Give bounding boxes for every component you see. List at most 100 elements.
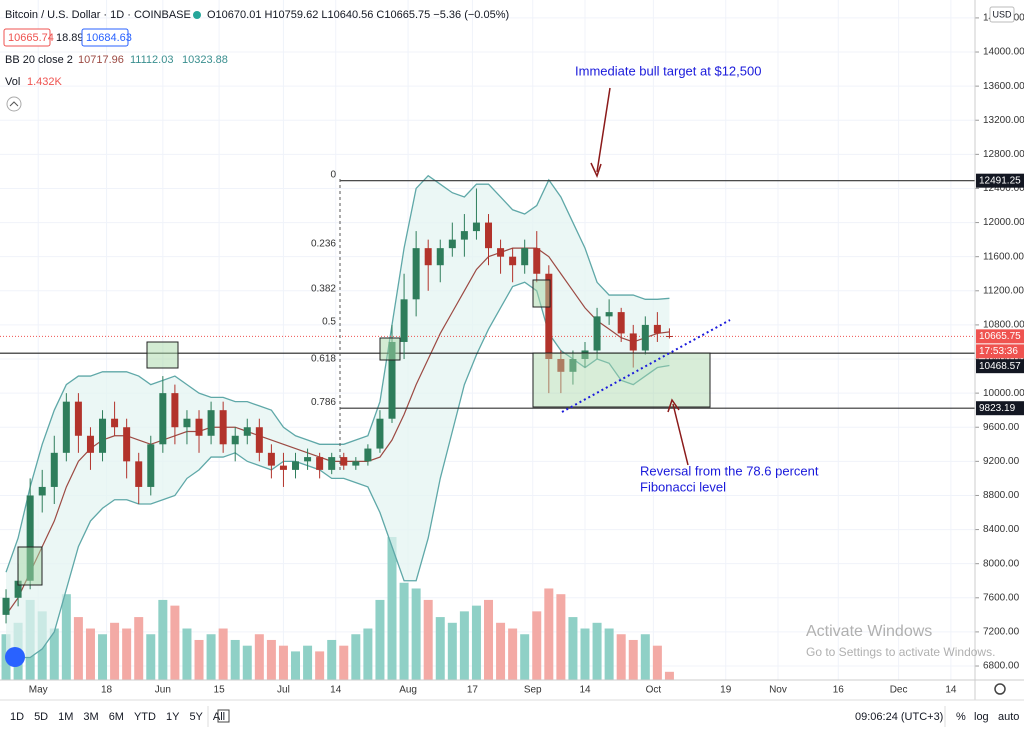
candle-body <box>472 222 480 232</box>
y-tick-label: 12000.00 <box>983 217 1024 228</box>
candle-body <box>111 418 119 428</box>
volume-bar <box>580 628 590 680</box>
candle-body <box>533 248 541 274</box>
log-toggle[interactable]: log <box>974 711 989 723</box>
arrow-head <box>667 398 680 413</box>
candle-body <box>243 427 251 436</box>
range-button[interactable]: All <box>213 711 225 723</box>
percent-toggle[interactable]: % <box>956 711 966 723</box>
arrow-head <box>590 162 602 179</box>
x-tick-label: Dec <box>890 685 908 696</box>
range-button[interactable]: 1Y <box>166 711 180 723</box>
candle-body <box>460 231 468 240</box>
y-tick-label: 9200.00 <box>983 456 1020 467</box>
candle-body <box>436 248 444 266</box>
range-button[interactable]: YTD <box>134 711 156 723</box>
arrow <box>596 87 611 173</box>
volume-bar <box>146 634 156 680</box>
ask-box[interactable] <box>81 28 129 47</box>
volume-bar <box>158 599 168 680</box>
range-button[interactable]: 1M <box>58 711 73 723</box>
volume-bar <box>447 622 457 680</box>
indicator-value: 11112.03 <box>130 54 173 66</box>
fib-label: 0.786 <box>311 397 336 408</box>
annotation: Fibonacci level <box>640 479 726 494</box>
volume-bar <box>122 628 132 680</box>
candle-body <box>412 248 420 300</box>
candle-body <box>352 461 360 466</box>
candle-body <box>279 465 287 470</box>
y-tick-label: 6800.00 <box>983 661 1020 672</box>
candle-body <box>86 435 94 453</box>
chart-title: Bitcoin / U.S. Dollar · 1D · COINBASE <box>5 9 191 21</box>
y-tick-label: 9600.00 <box>983 422 1020 433</box>
volume-bar <box>170 605 180 680</box>
range-button[interactable]: 5D <box>34 711 48 723</box>
volume-bar <box>182 628 192 680</box>
x-tick-label: May <box>29 685 48 696</box>
y-tick-label: 8400.00 <box>983 524 1020 535</box>
band-mid <box>5 247 670 616</box>
x-tick-label: 14 <box>579 685 591 696</box>
collapse-button[interactable] <box>6 96 22 112</box>
calendar-icon[interactable] <box>217 709 230 723</box>
ohlc: O10670.01 H10759.62 L10640.56 C10665.75 … <box>207 9 509 21</box>
x-tick-label: 18 <box>101 685 113 696</box>
candle-body <box>448 239 456 249</box>
support-price-label: 10468.57 <box>979 361 1021 372</box>
logo <box>5 647 25 667</box>
candle-body <box>593 316 601 351</box>
volume-bar <box>266 639 276 680</box>
candle-body <box>629 333 637 351</box>
x-tick-label: Nov <box>769 685 787 696</box>
currency-box[interactable] <box>989 6 1015 23</box>
candle-body <box>557 359 565 372</box>
candle-body <box>50 452 58 487</box>
countdown-label: 17:53:36 <box>979 346 1018 357</box>
bid-box[interactable] <box>3 28 51 47</box>
volume-bar <box>544 588 554 680</box>
x-tick-label: 15 <box>214 685 226 696</box>
fib-label: 0.618 <box>311 354 336 365</box>
support-zone <box>532 352 711 408</box>
fib-price-tag <box>976 173 1024 188</box>
candle-body <box>569 359 577 372</box>
range-button[interactable]: 1D <box>10 711 24 723</box>
candle-body <box>147 444 155 487</box>
clock: 09:06:24 (UTC+3) <box>855 711 943 723</box>
candle-body <box>255 427 263 453</box>
range-button[interactable]: 3M <box>83 711 98 723</box>
settings-icon[interactable] <box>994 683 1006 695</box>
range-button[interactable]: 5Y <box>189 711 203 723</box>
collapse-icon <box>9 101 19 107</box>
range-button[interactable]: 6M <box>109 711 124 723</box>
highlight-box <box>146 341 179 369</box>
highlight-box <box>17 546 43 586</box>
auto-toggle[interactable]: auto <box>998 711 1019 723</box>
candle-body <box>2 597 10 615</box>
trend-line <box>561 319 731 413</box>
candle-body <box>219 410 227 445</box>
watermark-title: Activate Windows <box>806 623 932 640</box>
candle-body <box>605 312 613 317</box>
candle-body <box>665 335 673 337</box>
volume-bar <box>351 634 361 680</box>
volume-bar <box>327 639 337 680</box>
candle-body <box>581 350 589 360</box>
candle-body <box>364 448 372 462</box>
fib-price-tag <box>976 401 1024 416</box>
volume-bar <box>484 599 494 680</box>
candle-body <box>159 393 167 445</box>
y-tick-label: 10000.00 <box>983 388 1024 399</box>
candle-body <box>26 495 34 581</box>
status-dot <box>193 11 201 19</box>
y-tick-label: 12800.00 <box>983 149 1024 160</box>
candle-body <box>388 341 396 419</box>
volume-bar <box>508 628 518 680</box>
volume-bar <box>315 651 325 680</box>
y-tick-label: 12400.00 <box>983 183 1024 194</box>
volume-bar <box>435 617 445 680</box>
volume-bar <box>134 617 144 680</box>
candle-body <box>545 273 553 360</box>
volume-bar <box>98 634 108 680</box>
